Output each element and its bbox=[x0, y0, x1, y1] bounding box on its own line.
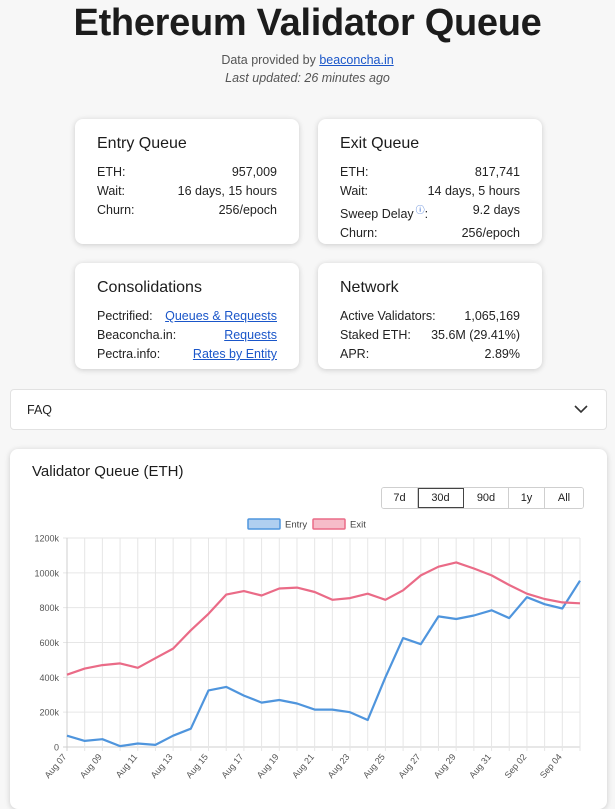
entry-eth-value: 957,009 bbox=[232, 163, 277, 182]
queues-requests-link[interactable]: Queues & Requests bbox=[165, 307, 277, 326]
exit-eth-value: 817,741 bbox=[475, 163, 520, 182]
exit-churn-label: Churn: bbox=[340, 224, 378, 243]
data-source-line: Data provided by beaconcha.in bbox=[0, 53, 615, 67]
legend-swatch-entry bbox=[248, 519, 280, 529]
staked-eth-row: Staked ETH: 35.6M (29.41%) bbox=[340, 326, 520, 345]
entry-queue-title: Entry Queue bbox=[97, 135, 277, 153]
y-tick-label: 200k bbox=[39, 708, 59, 718]
active-validators-row: Active Validators: 1,065,169 bbox=[340, 307, 520, 326]
last-updated: Last updated: 26 minutes ago bbox=[0, 71, 615, 85]
exit-wait-value: 14 days, 5 hours bbox=[428, 182, 520, 201]
page-title: Ethereum Validator Queue bbox=[0, 2, 615, 45]
faq-accordion[interactable]: FAQ bbox=[10, 389, 607, 430]
exit-queue-card: Exit Queue ETH: 817,741 Wait: 14 days, 5 h… bbox=[318, 119, 542, 244]
info-icon[interactable]: ⓘ bbox=[416, 205, 425, 215]
x-tick-label: Aug 17 bbox=[219, 752, 245, 780]
consolidations-card: Consolidations Pectrified: Queues & Reque… bbox=[75, 263, 299, 369]
exit-sweep-label: Sweep Delay bbox=[340, 207, 414, 221]
exit-wait-row: Wait: 14 days, 5 hours bbox=[340, 182, 520, 201]
y-tick-label: 1200k bbox=[34, 534, 59, 544]
apr-row: APR: 2.89% bbox=[340, 345, 520, 364]
pectrified-label: Pectrified: bbox=[97, 307, 153, 326]
beaconchain-link[interactable]: beaconcha.in bbox=[319, 53, 393, 67]
data-source-label: Data provided by bbox=[221, 53, 316, 67]
entry-churn-label: Churn: bbox=[97, 201, 135, 220]
pectra-info-label: Pectra.info: bbox=[97, 345, 160, 364]
x-tick-label: Aug 11 bbox=[114, 752, 140, 780]
pectrified-row: Pectrified: Queues & Requests bbox=[97, 307, 277, 326]
legend-label-entry: Entry bbox=[285, 520, 307, 531]
consolidations-title: Consolidations bbox=[97, 279, 277, 297]
staked-eth-value: 35.6M (29.41%) bbox=[431, 326, 520, 345]
x-tick-label: Aug 21 bbox=[290, 752, 316, 780]
exit-queue-title: Exit Queue bbox=[340, 135, 520, 153]
chart-card: Validator Queue (ETH) 7d 30d 90d 1y All … bbox=[10, 449, 607, 809]
beaconchain-row: Beaconcha.in: Requests bbox=[97, 326, 277, 345]
entry-wait-label: Wait: bbox=[97, 182, 125, 201]
exit-churn-value: 256/epoch bbox=[462, 224, 520, 243]
x-tick-label: Aug 31 bbox=[467, 752, 493, 780]
x-tick-label: Aug 13 bbox=[149, 752, 175, 780]
legend-swatch-exit bbox=[313, 519, 345, 529]
y-tick-label: 1000k bbox=[34, 568, 59, 578]
active-validators-label: Active Validators: bbox=[340, 307, 436, 326]
beaconchain-label: Beaconcha.in: bbox=[97, 326, 176, 345]
rates-by-entity-link[interactable]: Rates by Entity bbox=[193, 345, 277, 364]
x-tick-label: Aug 29 bbox=[432, 752, 458, 780]
y-tick-label: 400k bbox=[39, 673, 59, 683]
legend-label-exit: Exit bbox=[350, 520, 366, 531]
y-tick-label: 0 bbox=[54, 743, 59, 753]
chevron-down-icon bbox=[574, 405, 588, 414]
entry-wait-row: Wait: 16 days, 15 hours bbox=[97, 182, 277, 201]
exit-eth-row: ETH: 817,741 bbox=[340, 163, 520, 182]
staked-eth-label: Staked ETH: bbox=[340, 326, 411, 345]
entry-churn-row: Churn: 256/epoch bbox=[97, 201, 277, 220]
x-tick-label: Sep 04 bbox=[538, 752, 564, 780]
x-tick-label: Sep 02 bbox=[502, 752, 528, 780]
apr-value: 2.89% bbox=[485, 345, 520, 364]
x-tick-label: Aug 25 bbox=[361, 752, 387, 780]
x-tick-label: Aug 09 bbox=[78, 752, 104, 780]
faq-label: FAQ bbox=[27, 403, 52, 417]
exit-churn-row: Churn: 256/epoch bbox=[340, 224, 520, 243]
entry-wait-value: 16 days, 15 hours bbox=[178, 182, 277, 201]
exit-wait-label: Wait: bbox=[340, 182, 368, 201]
x-tick-label: Aug 15 bbox=[184, 752, 210, 780]
x-tick-label: Aug 27 bbox=[396, 752, 422, 780]
queue-chart: 0 200k 400k 600k 800k 1000k 1200k Aug 07 Aug 09 A… bbox=[10, 449, 607, 800]
active-validators-value: 1,065,169 bbox=[464, 307, 520, 326]
entry-queue-card: Entry Queue ETH: 957,009 Wait: 16 days, 15… bbox=[75, 119, 299, 244]
entry-churn-value: 256/epoch bbox=[219, 201, 277, 220]
y-tick-label: 800k bbox=[39, 603, 59, 613]
series-line-exit bbox=[67, 562, 580, 674]
network-title: Network bbox=[340, 279, 520, 297]
requests-link[interactable]: Requests bbox=[224, 326, 277, 345]
exit-sweep-colon: : bbox=[425, 207, 428, 221]
exit-sweep-value: 9.2 days bbox=[473, 201, 520, 224]
x-tick-label: Aug 19 bbox=[255, 752, 281, 780]
exit-eth-label: ETH: bbox=[340, 163, 368, 182]
apr-label: APR: bbox=[340, 345, 369, 364]
entry-eth-row: ETH: 957,009 bbox=[97, 163, 277, 182]
network-card: Network Active Validators: 1,065,169 Stak… bbox=[318, 263, 542, 369]
x-tick-label: Aug 23 bbox=[326, 752, 352, 780]
entry-eth-label: ETH: bbox=[97, 163, 125, 182]
pectra-info-row: Pectra.info: Rates by Entity bbox=[97, 345, 277, 364]
y-tick-label: 600k bbox=[39, 638, 59, 648]
x-tick-label: Aug 07 bbox=[43, 752, 69, 780]
